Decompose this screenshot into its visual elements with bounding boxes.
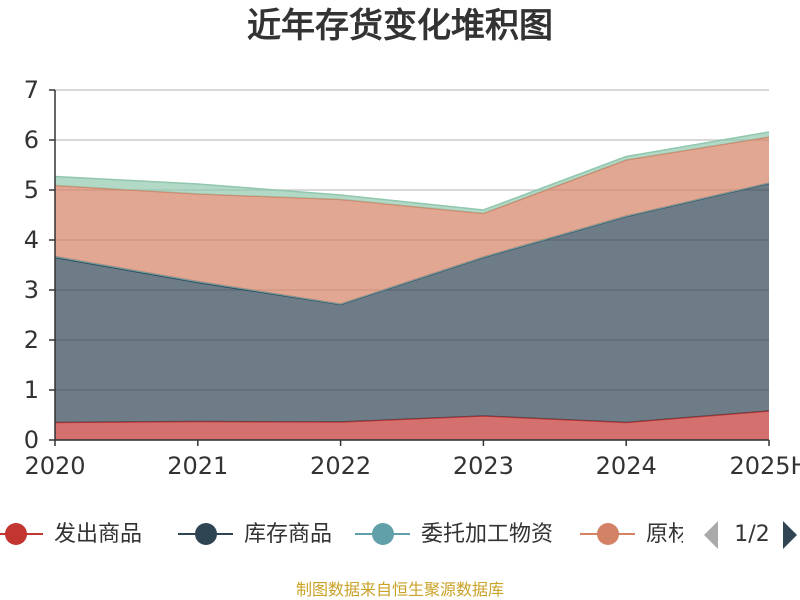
y-tick-label: 7 xyxy=(24,76,39,104)
x-tick-label: 2023 xyxy=(453,452,514,480)
axes: 0 1 2 3 4 5 6 7 2020 2021 2022 2023 2024 2025H xyxy=(24,76,800,480)
area-series-layer xyxy=(54,131,770,440)
legend-item[interactable]: 委托加工物资 xyxy=(355,522,553,547)
legend-circle-marker xyxy=(597,523,619,545)
next-page-icon[interactable] xyxy=(783,521,797,549)
legend-item[interactable]: 原材 xyxy=(580,522,690,547)
legend-item[interactable]: 发出商品 xyxy=(0,522,142,547)
x-tick-label: 2024 xyxy=(596,452,657,480)
legend-label: 库存商品 xyxy=(244,522,332,547)
legend: 发出商品 库存商品 委托加工物资 原材 xyxy=(0,522,690,547)
y-tick-label: 0 xyxy=(24,426,39,454)
y-tick-label: 1 xyxy=(24,376,39,404)
legend-items: 发出商品 库存商品 委托加工物资 原材 xyxy=(0,522,690,547)
y-tick-label: 3 xyxy=(24,276,39,304)
legend-item[interactable]: 库存商品 xyxy=(178,522,332,547)
x-tick-label: 2025H xyxy=(729,452,800,480)
y-tick-label: 6 xyxy=(24,126,39,154)
legend-page-indicator: 1/2 xyxy=(734,522,769,547)
area-series-line-4 xyxy=(54,131,770,211)
y-tick-label: 5 xyxy=(24,176,39,204)
legend-label: 委托加工物资 xyxy=(421,522,553,547)
y-tick-label: 2 xyxy=(24,326,39,354)
y-tick-label: 4 xyxy=(24,226,39,254)
area-series-0 xyxy=(55,411,769,440)
x-tick-label: 2021 xyxy=(167,452,228,480)
area-series-1 xyxy=(55,183,769,423)
legend-circle-marker xyxy=(372,523,394,545)
chart-title: 近年存货变化堆积图 xyxy=(247,6,553,46)
data-source-note: 制图数据来自恒生聚源数据库 xyxy=(296,580,504,599)
area-series-3 xyxy=(55,137,769,304)
legend-circle-marker xyxy=(195,523,217,545)
prev-page-icon[interactable] xyxy=(704,521,718,549)
x-tick-label: 2020 xyxy=(24,452,85,480)
legend-label: 发出商品 xyxy=(54,522,142,547)
legend-pager: 1/2 xyxy=(704,521,797,549)
area-series-4 xyxy=(55,132,769,214)
legend-label: 原材 xyxy=(646,522,690,547)
legend-circle-marker xyxy=(5,523,27,545)
x-tick-label: 2022 xyxy=(310,452,371,480)
